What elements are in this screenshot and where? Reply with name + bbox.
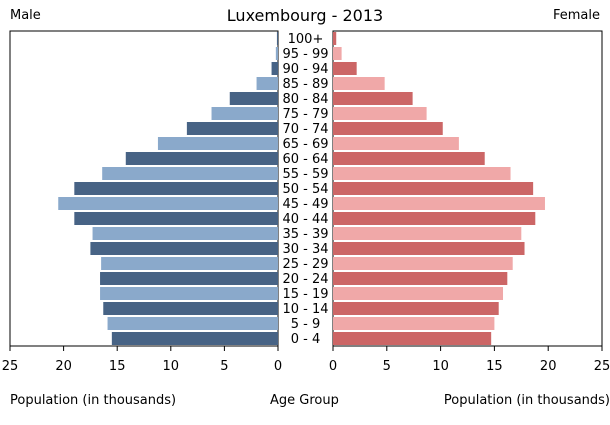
age-group-label: 45 - 49 <box>282 197 328 212</box>
female-tick-label: 20 <box>540 359 557 374</box>
male-bar <box>256 77 278 90</box>
female-bar <box>333 197 545 210</box>
male-tick-label: 10 <box>163 359 180 374</box>
age-group-label: 25 - 29 <box>282 257 328 272</box>
female-tick-label: 15 <box>486 359 503 374</box>
age-group-label: 75 - 79 <box>282 107 328 122</box>
female-bar <box>333 257 513 270</box>
x-axis-label-age-group: Age Group <box>270 393 339 408</box>
age-group-label: 85 - 89 <box>282 77 328 92</box>
male-bar <box>90 242 279 255</box>
male-bar <box>74 182 278 195</box>
female-bar <box>333 92 413 105</box>
age-group-label: 70 - 74 <box>282 122 328 137</box>
female-side-label: Female <box>552 8 600 23</box>
female-bar <box>333 77 385 90</box>
male-tick-label: 15 <box>109 359 126 374</box>
age-group-label: 0 - 4 <box>291 332 321 347</box>
age-group-label: 30 - 34 <box>282 242 328 257</box>
age-group-label: 80 - 84 <box>282 92 328 107</box>
male-bar <box>211 107 278 120</box>
male-bar <box>100 287 278 300</box>
female-bar <box>333 272 508 285</box>
male-bar <box>111 332 278 345</box>
female-bar <box>333 317 495 330</box>
female-tick-label: 5 <box>383 359 391 374</box>
male-bar <box>271 62 278 75</box>
x-axis-label-male: Population (in thousands) <box>10 393 177 408</box>
age-group-label: 50 - 54 <box>282 182 328 197</box>
age-group-label: 35 - 39 <box>282 227 328 242</box>
female-bar <box>333 107 427 120</box>
age-group-label: 90 - 94 <box>282 62 328 77</box>
female-tick-label: 0 <box>329 359 337 374</box>
age-group-label: 5 - 9 <box>291 317 321 332</box>
age-group-label: 100+ <box>288 32 324 47</box>
female-bar <box>333 227 522 240</box>
male-tick-label: 25 <box>2 359 19 374</box>
male-bar <box>58 197 278 210</box>
male-bar <box>275 47 278 60</box>
age-group-label: 20 - 24 <box>282 272 328 287</box>
age-group-label: 55 - 59 <box>282 167 328 182</box>
male-bar <box>157 137 278 150</box>
female-bar <box>333 212 536 225</box>
female-bar <box>333 182 534 195</box>
male-tick-label: 0 <box>274 359 282 374</box>
female-bar <box>333 287 504 300</box>
female-bar <box>333 32 337 45</box>
male-bar <box>102 167 278 180</box>
male-bar <box>107 317 278 330</box>
male-side-label: Male <box>10 8 41 23</box>
x-axis-label-female: Population (in thousands) <box>443 393 610 408</box>
male-bar <box>186 122 278 135</box>
female-bar <box>333 167 511 180</box>
female-tick-label: 10 <box>432 359 449 374</box>
female-bar <box>333 47 342 60</box>
male-bar <box>125 152 278 165</box>
male-bar <box>103 302 278 315</box>
age-group-label: 40 - 44 <box>282 212 328 227</box>
female-tick-label: 25 <box>594 359 610 374</box>
male-tick-label: 5 <box>220 359 228 374</box>
male-bar <box>276 32 278 45</box>
female-bar <box>333 122 443 135</box>
chart-title: Luxembourg - 2013 <box>226 6 384 25</box>
female-bar <box>333 62 357 75</box>
female-bar <box>333 152 485 165</box>
male-bar <box>101 257 279 270</box>
male-tick-label: 20 <box>55 359 72 374</box>
male-bar <box>229 92 278 105</box>
age-group-label: 95 - 99 <box>282 47 328 62</box>
male-bar <box>100 272 278 285</box>
age-group-label: 10 - 14 <box>282 302 328 317</box>
female-bar <box>333 137 459 150</box>
age-group-label: 65 - 69 <box>282 137 328 152</box>
female-bar <box>333 302 499 315</box>
female-bar <box>333 242 525 255</box>
age-group-label: 60 - 64 <box>282 152 328 167</box>
male-bar <box>74 212 278 225</box>
age-group-label: 15 - 19 <box>282 287 328 302</box>
female-bar <box>333 332 492 345</box>
male-bar <box>92 227 278 240</box>
